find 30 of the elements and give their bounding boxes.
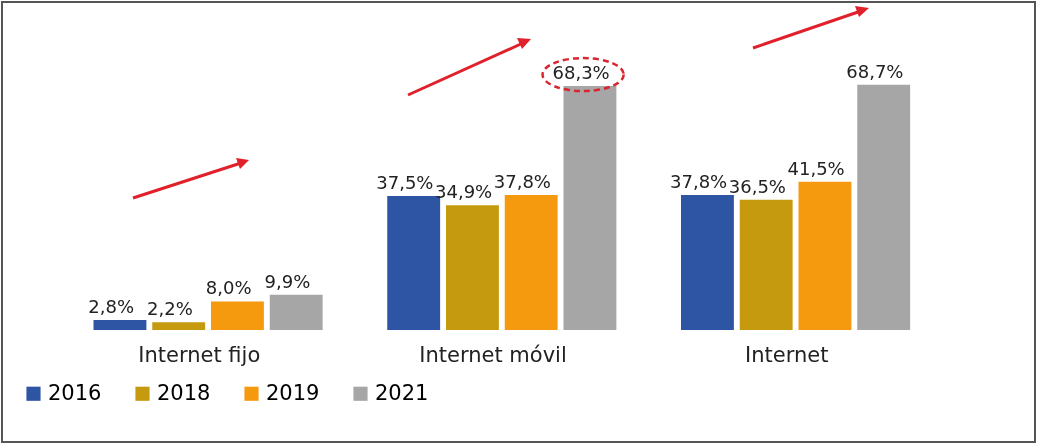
data-label: 41,5% (787, 157, 845, 179)
legend-label: 2018 (157, 380, 211, 405)
data-label: 8,0% (205, 277, 252, 299)
legend-label: 2016 (48, 380, 102, 405)
x-tick-label: Internet (745, 342, 829, 367)
legend-label: 2021 (375, 380, 429, 405)
data-label: 37,8% (670, 171, 728, 192)
bar (446, 205, 499, 330)
data-label: 36,5% (728, 175, 786, 197)
data-label: 68,3% (552, 62, 610, 84)
bar (152, 322, 206, 330)
data-label: 34,9% (435, 181, 493, 203)
data-label: 37,5% (376, 172, 434, 194)
data-label: 2,2% (147, 298, 193, 320)
bar (739, 199, 793, 330)
bar (857, 84, 911, 330)
x-tick-label: Internet fijo (138, 342, 261, 367)
bar (681, 195, 734, 330)
legend-label: 2019 (266, 380, 320, 405)
data-label: 37,8% (493, 171, 551, 192)
bar (211, 301, 264, 330)
bar (504, 195, 558, 330)
bar (93, 320, 147, 330)
data-label: 68,7% (846, 60, 904, 82)
bar (563, 86, 617, 330)
data-label: 2,8% (88, 296, 134, 317)
bar (798, 181, 852, 330)
x-tick-label: Internet móvil (419, 342, 567, 367)
bar (269, 294, 323, 330)
data-label: 9,9% (264, 270, 311, 292)
